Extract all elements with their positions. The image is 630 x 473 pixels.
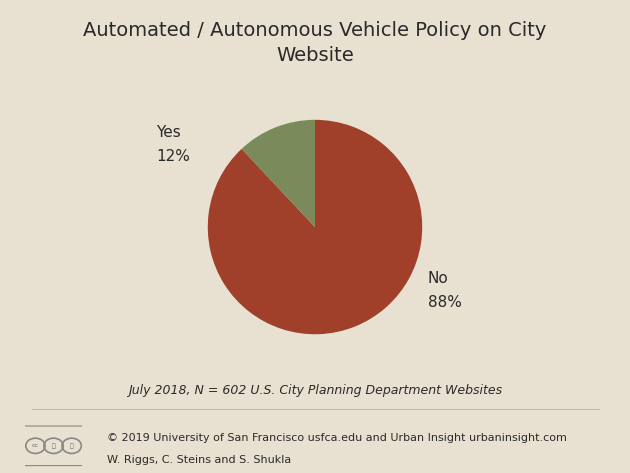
Text: ⓘ: ⓘ xyxy=(52,443,55,448)
Text: 12%: 12% xyxy=(156,149,190,164)
Text: No: No xyxy=(428,271,449,286)
Text: W. Riggs, C. Steins and S. Shukla: W. Riggs, C. Steins and S. Shukla xyxy=(107,455,291,465)
Wedge shape xyxy=(242,120,315,227)
Text: Yes: Yes xyxy=(156,125,181,140)
Wedge shape xyxy=(208,120,422,334)
Text: Automated / Autonomous Vehicle Policy on City
Website: Automated / Autonomous Vehicle Policy on… xyxy=(83,21,547,65)
Text: cc: cc xyxy=(32,443,39,448)
Text: © 2019 University of San Francisco usfca.edu and Urban Insight urbaninsight.com: © 2019 University of San Francisco usfca… xyxy=(107,433,567,444)
Text: July 2018, N = 602 U.S. City Planning Department Websites: July 2018, N = 602 U.S. City Planning De… xyxy=(128,384,502,397)
Text: 88%: 88% xyxy=(428,295,461,310)
Text: Ⓢ: Ⓢ xyxy=(70,443,74,448)
